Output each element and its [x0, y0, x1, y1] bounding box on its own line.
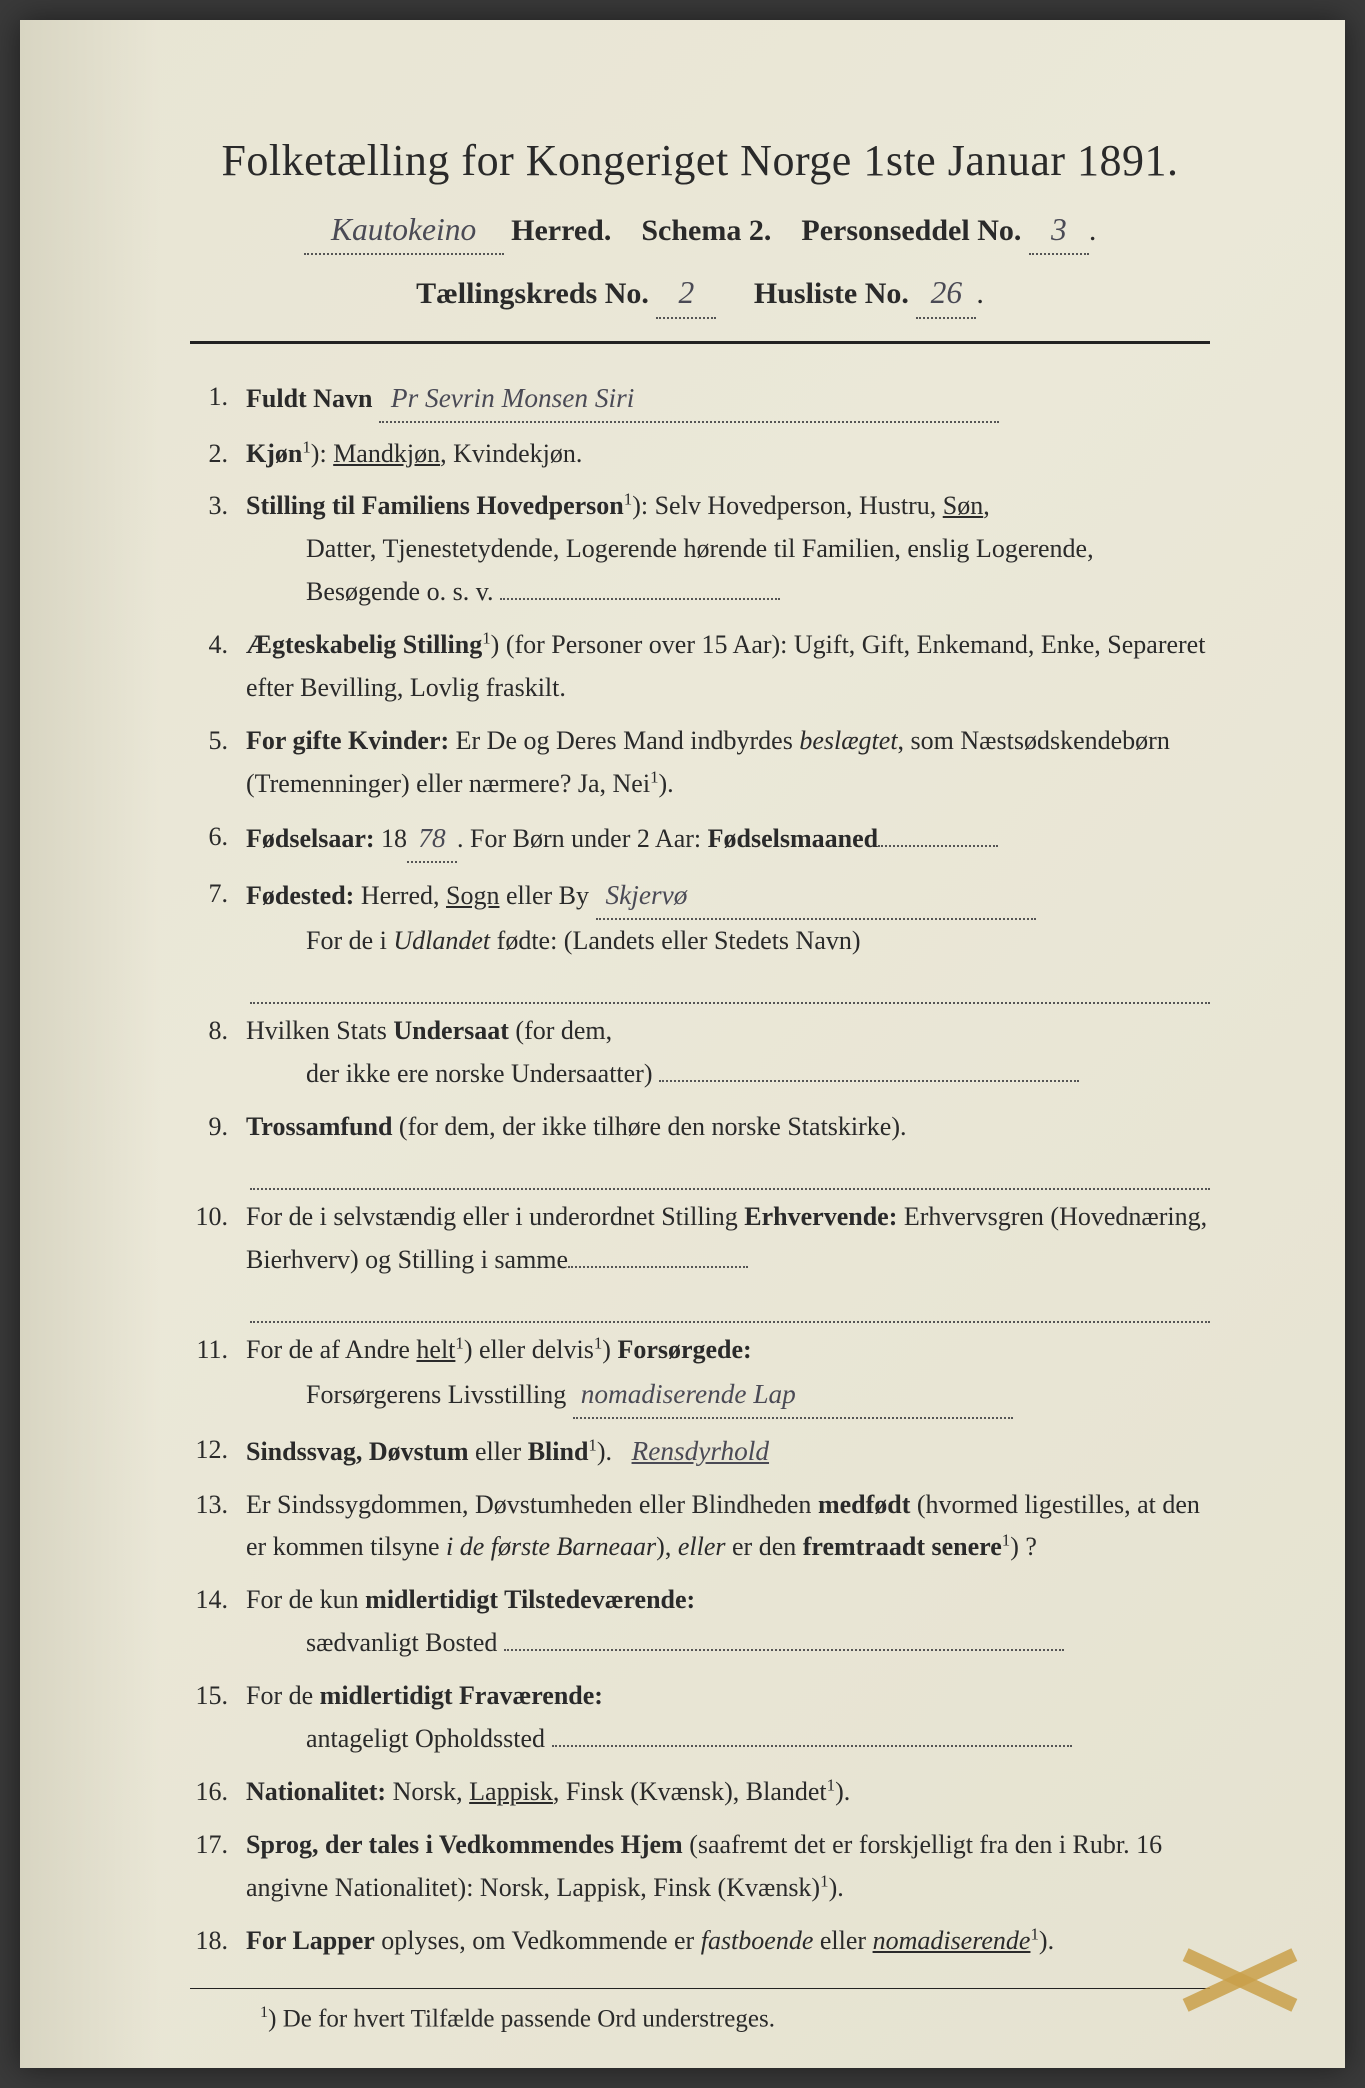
q9: 9. Trossamfund (for dem, der ikke tilhør… [190, 1106, 1210, 1149]
q13: 13. Er Sindssygdommen, Døvstumheden elle… [190, 1484, 1210, 1570]
q9-label: Trossamfund [246, 1112, 392, 1141]
q7-label: Fødested: [246, 881, 354, 910]
q16-selected: Lappisk [469, 1777, 553, 1806]
q7-num: 7. [190, 873, 246, 963]
q18-num: 18. [190, 1920, 246, 1963]
q3-label: Stilling til Familiens Hovedperson [246, 491, 624, 520]
q2-num: 2. [190, 433, 246, 476]
divider-top [190, 341, 1210, 344]
q16: 16. Nationalitet: Norsk, Lappisk, Finsk … [190, 1771, 1210, 1814]
q17-num: 17. [190, 1824, 246, 1910]
q18: 18. For Lapper oplyses, om Vedkommende e… [190, 1920, 1210, 1963]
q9-blank [250, 1158, 1210, 1189]
herred-value: Kautokeino [304, 206, 504, 255]
q11: 11. For de af Andre helt1) eller delvis1… [190, 1329, 1210, 1419]
q6: 6. Fødselsaar: 1878. For Børn under 2 Aa… [190, 816, 1210, 863]
q8-line2: der ikke ere norske Undersaatter) [246, 1053, 1210, 1096]
taellingskreds-no: 2 [656, 269, 716, 318]
q5-num: 5. [190, 720, 246, 806]
q4: 4. Ægteskabelig Stilling1) (for Personer… [190, 624, 1210, 710]
husliste-no: 26 [916, 269, 976, 318]
divider-bottom [190, 1988, 1210, 1989]
q18-selected: nomadiserende [873, 1926, 1031, 1955]
q4-num: 4. [190, 624, 246, 710]
q1-value: Pr Sevrin Monsen Siri [379, 376, 999, 423]
q5: 5. For gifte Kvinder: Er De og Deres Man… [190, 720, 1210, 806]
q6-year: 78 [407, 816, 457, 863]
q15-num: 15. [190, 1675, 246, 1761]
q8-num: 8. [190, 1010, 246, 1096]
q15: 15. For de midlertidigt Fraværende: anta… [190, 1675, 1210, 1761]
corner-mark-icon [1180, 1933, 1300, 2013]
q3-num: 3. [190, 485, 246, 614]
q1-label: Fuldt Navn [246, 384, 372, 413]
q3: 3. Stilling til Familiens Hovedperson1):… [190, 485, 1210, 614]
q15-line2: antageligt Opholdssted [246, 1718, 1210, 1761]
q14-num: 14. [190, 1579, 246, 1665]
q16-label: Nationalitet: [246, 1777, 386, 1806]
q14-line2: sædvanligt Bosted [246, 1622, 1210, 1665]
header-block: Folketælling for Kongeriget Norge 1ste J… [190, 135, 1210, 319]
q2-selected: Mandkjøn [333, 439, 440, 468]
q5-label: For gifte Kvinder: [246, 726, 449, 755]
q18-label: For Lapper [246, 1926, 375, 1955]
q6-label: Fødselsaar: [246, 824, 375, 853]
q2-label: Kjøn [246, 439, 302, 468]
main-title: Folketælling for Kongeriget Norge 1ste J… [190, 135, 1210, 186]
q14: 14. For de kun midlertidigt Tilstedevære… [190, 1579, 1210, 1665]
q6-num: 6. [190, 816, 246, 863]
q12-value: Rensdyrhold [632, 1436, 769, 1466]
q11-value: nomadiserende Lap [573, 1372, 1013, 1419]
q9-num: 9. [190, 1106, 246, 1149]
schema-label: Schema 2. [641, 214, 771, 247]
q3-selected: Søn [943, 491, 983, 520]
q13-num: 13. [190, 1484, 246, 1570]
q10-num: 10. [190, 1196, 246, 1282]
q12-label: Sindssvag, Døvstum [246, 1437, 469, 1466]
q7-blank [250, 973, 1210, 1004]
q11-line2: Forsørgerens Livsstilling nomadiserende … [246, 1372, 1210, 1419]
q17: 17. Sprog, der tales i Vedkommendes Hjem… [190, 1824, 1210, 1910]
q7: 7. Fødested: Herred, Sogn eller By Skjer… [190, 873, 1210, 963]
personseddel-label: Personseddel No. [801, 214, 1021, 247]
entries: 1. Fuldt Navn Pr Sevrin Monsen Siri 2. K… [190, 376, 1210, 1963]
header-line-2: Kautokeino Herred. Schema 2. Personsedde… [190, 206, 1210, 255]
q17-label: Sprog, der tales i Vedkommendes Hjem [246, 1830, 683, 1859]
q10-blank [250, 1291, 1210, 1322]
q1-num: 1. [190, 376, 246, 423]
q2: 2. Kjøn1): Mandkjøn, Kvindekjøn. [190, 433, 1210, 476]
q10: 10. For de i selvstændig eller i underor… [190, 1196, 1210, 1282]
q11-num: 11. [190, 1329, 246, 1419]
q1: 1. Fuldt Navn Pr Sevrin Monsen Siri [190, 376, 1210, 423]
q12-num: 12. [190, 1429, 246, 1474]
q12: 12. Sindssvag, Døvstum eller Blind1). Re… [190, 1429, 1210, 1474]
personseddel-no: 3 [1029, 206, 1089, 255]
q7-value: Skjervø [596, 873, 1036, 920]
header-line-3: Tællingskreds No. 2 Husliste No. 26. [190, 269, 1210, 318]
q8: 8. Hvilken Stats Undersaat (for dem, der… [190, 1010, 1210, 1096]
herred-label: Herred. [511, 214, 611, 247]
q4-label: Ægteskabelig Stilling [246, 630, 482, 659]
taellingskreds-label: Tællingskreds No. [416, 277, 649, 310]
husliste-label: Husliste No. [754, 277, 909, 310]
q7-line2: For de i Udlandet fødte: (Landets eller … [246, 920, 1210, 963]
footnote: 1) De for hvert Tilfælde passende Ord un… [190, 2003, 1210, 2033]
q3-cont: Datter, Tjenestetydende, Logerende høren… [246, 528, 1210, 614]
q16-num: 16. [190, 1771, 246, 1814]
census-form-page: Folketælling for Kongeriget Norge 1ste J… [20, 20, 1345, 2068]
